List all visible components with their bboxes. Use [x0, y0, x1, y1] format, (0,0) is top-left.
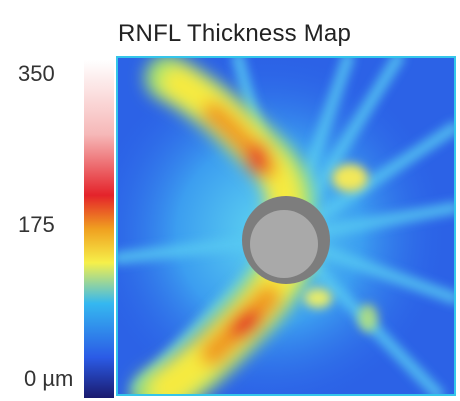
- optic-disc: [242, 196, 330, 284]
- chart-title: RNFL Thickness Map: [118, 20, 352, 47]
- colorbar-fill: [84, 60, 114, 398]
- colorbar-mid-label: 175: [18, 212, 55, 237]
- colorbar: [84, 60, 114, 398]
- thickness-map: [116, 56, 456, 396]
- colorbar-min-label: 0 µm: [24, 366, 74, 391]
- peripapillary-spots: [304, 164, 378, 332]
- colorbar-max-label: 350: [18, 61, 55, 86]
